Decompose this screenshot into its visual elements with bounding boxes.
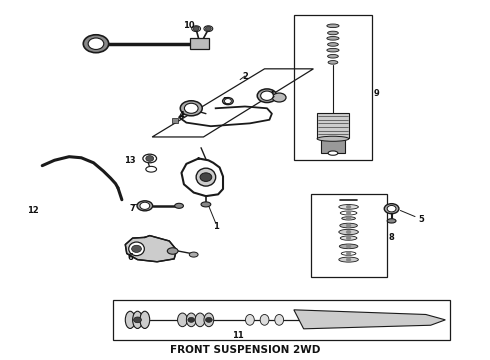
- Circle shape: [346, 252, 351, 255]
- Ellipse shape: [339, 244, 358, 249]
- Circle shape: [387, 206, 396, 212]
- Circle shape: [146, 156, 154, 161]
- Ellipse shape: [339, 257, 358, 262]
- Text: 8: 8: [389, 233, 394, 242]
- Ellipse shape: [222, 98, 233, 105]
- Circle shape: [261, 91, 273, 100]
- Ellipse shape: [143, 154, 157, 163]
- Ellipse shape: [328, 151, 338, 155]
- Circle shape: [346, 230, 351, 234]
- Ellipse shape: [137, 201, 153, 211]
- Circle shape: [88, 38, 104, 49]
- FancyBboxPatch shape: [190, 39, 209, 49]
- Ellipse shape: [146, 166, 157, 172]
- Ellipse shape: [260, 315, 269, 325]
- Text: 12: 12: [26, 206, 38, 215]
- Circle shape: [224, 99, 231, 104]
- Text: 2: 2: [242, 72, 248, 81]
- Circle shape: [346, 236, 351, 240]
- Circle shape: [205, 318, 212, 322]
- Ellipse shape: [196, 168, 216, 186]
- Ellipse shape: [83, 35, 109, 53]
- Ellipse shape: [340, 211, 357, 215]
- Circle shape: [132, 245, 142, 252]
- Circle shape: [184, 103, 198, 113]
- Text: 4: 4: [178, 111, 184, 120]
- Ellipse shape: [189, 252, 198, 257]
- Ellipse shape: [341, 252, 356, 255]
- Circle shape: [346, 205, 351, 209]
- Ellipse shape: [177, 313, 187, 327]
- Ellipse shape: [327, 37, 339, 40]
- Circle shape: [346, 258, 351, 261]
- Ellipse shape: [275, 315, 284, 325]
- Ellipse shape: [342, 217, 355, 220]
- Text: 3: 3: [222, 96, 228, 105]
- Ellipse shape: [327, 48, 339, 52]
- Ellipse shape: [180, 101, 202, 116]
- Ellipse shape: [245, 315, 254, 325]
- FancyBboxPatch shape: [318, 113, 348, 138]
- Text: 11: 11: [232, 332, 244, 341]
- Ellipse shape: [328, 31, 338, 35]
- Text: FRONT SUSPENSION 2WD: FRONT SUSPENSION 2WD: [170, 345, 320, 355]
- Text: 10: 10: [183, 21, 195, 30]
- Text: 4: 4: [269, 91, 275, 100]
- Circle shape: [346, 244, 351, 248]
- Ellipse shape: [186, 313, 196, 327]
- Ellipse shape: [317, 136, 349, 141]
- Ellipse shape: [328, 54, 338, 58]
- Ellipse shape: [201, 202, 211, 207]
- Ellipse shape: [167, 248, 178, 254]
- Ellipse shape: [204, 313, 214, 327]
- Circle shape: [188, 318, 195, 322]
- Text: 13: 13: [124, 156, 136, 165]
- Ellipse shape: [174, 203, 183, 208]
- Polygon shape: [172, 118, 177, 123]
- Circle shape: [140, 202, 150, 210]
- Ellipse shape: [204, 26, 213, 32]
- Ellipse shape: [328, 42, 338, 46]
- Circle shape: [200, 173, 212, 181]
- Polygon shape: [294, 310, 445, 329]
- Ellipse shape: [133, 311, 143, 328]
- Circle shape: [205, 27, 211, 31]
- Ellipse shape: [257, 89, 277, 103]
- Ellipse shape: [340, 236, 357, 240]
- Polygon shape: [125, 235, 176, 262]
- Text: 9: 9: [374, 89, 380, 98]
- Ellipse shape: [340, 223, 357, 228]
- Text: 7: 7: [130, 204, 136, 213]
- FancyBboxPatch shape: [321, 139, 345, 153]
- Ellipse shape: [339, 204, 358, 209]
- Circle shape: [346, 224, 351, 227]
- Text: 1: 1: [213, 222, 219, 231]
- Text: 6: 6: [127, 253, 133, 262]
- Circle shape: [346, 211, 351, 215]
- Circle shape: [346, 217, 351, 220]
- Ellipse shape: [384, 204, 399, 214]
- Ellipse shape: [327, 24, 339, 28]
- Ellipse shape: [192, 26, 200, 32]
- Ellipse shape: [140, 311, 150, 328]
- Ellipse shape: [125, 311, 135, 328]
- Text: 5: 5: [418, 215, 424, 224]
- Ellipse shape: [129, 242, 145, 256]
- Ellipse shape: [195, 313, 205, 327]
- Circle shape: [193, 27, 199, 31]
- Ellipse shape: [272, 93, 286, 102]
- Ellipse shape: [339, 229, 358, 235]
- Ellipse shape: [328, 60, 338, 64]
- Ellipse shape: [387, 219, 396, 223]
- Circle shape: [134, 317, 142, 323]
